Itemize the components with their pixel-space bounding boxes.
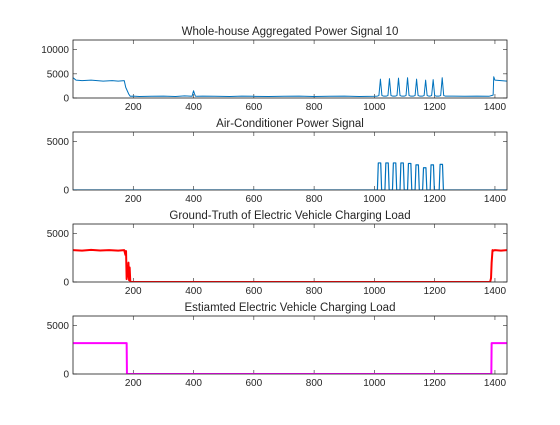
x-tick-label: 1400 bbox=[484, 378, 507, 389]
x-tick-label: 400 bbox=[185, 286, 202, 297]
y-tick-label: 0 bbox=[63, 94, 69, 105]
x-tick-label: 600 bbox=[245, 194, 262, 205]
subplot-title: Whole-house Aggregated Power Signal 10 bbox=[182, 26, 399, 38]
x-tick-label: 1400 bbox=[484, 286, 507, 297]
axes-border bbox=[72, 39, 508, 99]
y-tick-label: 0 bbox=[63, 278, 69, 289]
subplot-1: Whole-house Aggregated Power Signal 10 20… bbox=[41, 26, 508, 113]
y-tick-label: 10000 bbox=[41, 45, 69, 56]
x-tick-label: 400 bbox=[185, 102, 202, 113]
x-tick-label: 1400 bbox=[484, 102, 507, 113]
x-tick-label: 600 bbox=[245, 378, 262, 389]
x-tick-label: 1200 bbox=[424, 286, 447, 297]
y-tick-label: 0 bbox=[63, 370, 69, 381]
subplot-title: Air-Conditioner Power Signal bbox=[216, 118, 364, 130]
x-tick-label: 1000 bbox=[363, 102, 386, 113]
x-tick-label: 1200 bbox=[424, 102, 447, 113]
series-line-1 bbox=[73, 76, 507, 98]
x-tick-label: 800 bbox=[306, 194, 323, 205]
x-tick-label: 200 bbox=[125, 378, 142, 389]
x-tick-label: 1400 bbox=[484, 194, 507, 205]
y-tick-label: 5000 bbox=[47, 137, 70, 148]
subplot-3: Ground-Truth of Electric Vehicle Chargin… bbox=[47, 210, 508, 297]
x-tick-label: 1000 bbox=[363, 286, 386, 297]
x-tick-label: 400 bbox=[185, 378, 202, 389]
axes-border bbox=[72, 131, 508, 191]
x-tick-label: 1000 bbox=[363, 194, 386, 205]
x-tick-label: 800 bbox=[306, 102, 323, 113]
x-tick-label: 800 bbox=[306, 378, 323, 389]
series-line-1 bbox=[73, 162, 507, 190]
axes-border bbox=[72, 223, 508, 283]
y-tick-label: 5000 bbox=[47, 229, 70, 240]
x-tick-label: 600 bbox=[245, 102, 262, 113]
y-tick-label: 0 bbox=[63, 186, 69, 197]
series-line-1 bbox=[73, 342, 507, 374]
x-tick-label: 200 bbox=[125, 286, 142, 297]
axes-frame bbox=[72, 39, 508, 99]
x-tick-label: 1000 bbox=[363, 378, 386, 389]
subplot-2: Air-Conditioner Power Signal 200 400 600 800… bbox=[47, 118, 508, 205]
series-line-1 bbox=[73, 248, 507, 282]
x-tick-label: 600 bbox=[245, 286, 262, 297]
x-tick-label: 800 bbox=[306, 286, 323, 297]
axes-frame bbox=[72, 315, 508, 375]
y-tick-label: 5000 bbox=[47, 321, 70, 332]
x-tick-label: 200 bbox=[125, 194, 142, 205]
y-tick-label: 5000 bbox=[47, 69, 70, 80]
axes-frame bbox=[72, 131, 508, 191]
x-tick-label: 1200 bbox=[424, 378, 447, 389]
subplot-title: Estiamted Electric Vehicle Charging Load bbox=[185, 302, 396, 314]
x-tick-label: 200 bbox=[125, 102, 142, 113]
x-tick-label: 400 bbox=[185, 194, 202, 205]
x-tick-label: 1200 bbox=[424, 194, 447, 205]
subplot-4: Estiamted Electric Vehicle Charging Load… bbox=[47, 302, 508, 389]
axes-frame bbox=[72, 223, 508, 283]
subplot-title: Ground-Truth of Electric Vehicle Chargin… bbox=[169, 210, 410, 222]
axes-border bbox=[72, 315, 508, 375]
